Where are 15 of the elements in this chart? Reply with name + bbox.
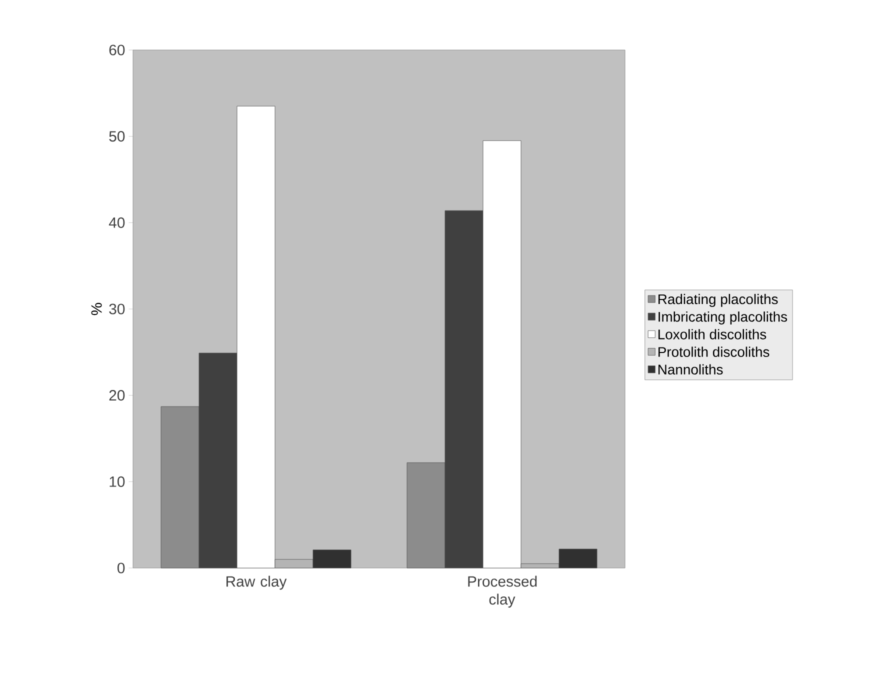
y-tick-label: 40 [108,217,125,228]
y-tick-label: 50 [109,131,125,142]
y-axis-title: % [91,302,102,316]
legend-label: Loxolith discoliths [658,329,766,340]
legend-label: Imbricating placoliths [658,312,788,325]
y-tick-label: 60 [109,44,125,56]
legend-label: Radiating placoliths [658,294,778,307]
y-tick-label: 30 [109,304,125,314]
legend-label: Nannoliths [658,364,723,375]
x-tick-label: Raw clay [226,576,287,590]
x-tick-label: Processed clay [468,576,537,608]
legend-label: Protolith discoliths [658,346,770,357]
y-tick-label: 0 [117,562,125,574]
y-tick-label: 20 [109,390,125,401]
y-tick-label: 10 [110,476,125,487]
